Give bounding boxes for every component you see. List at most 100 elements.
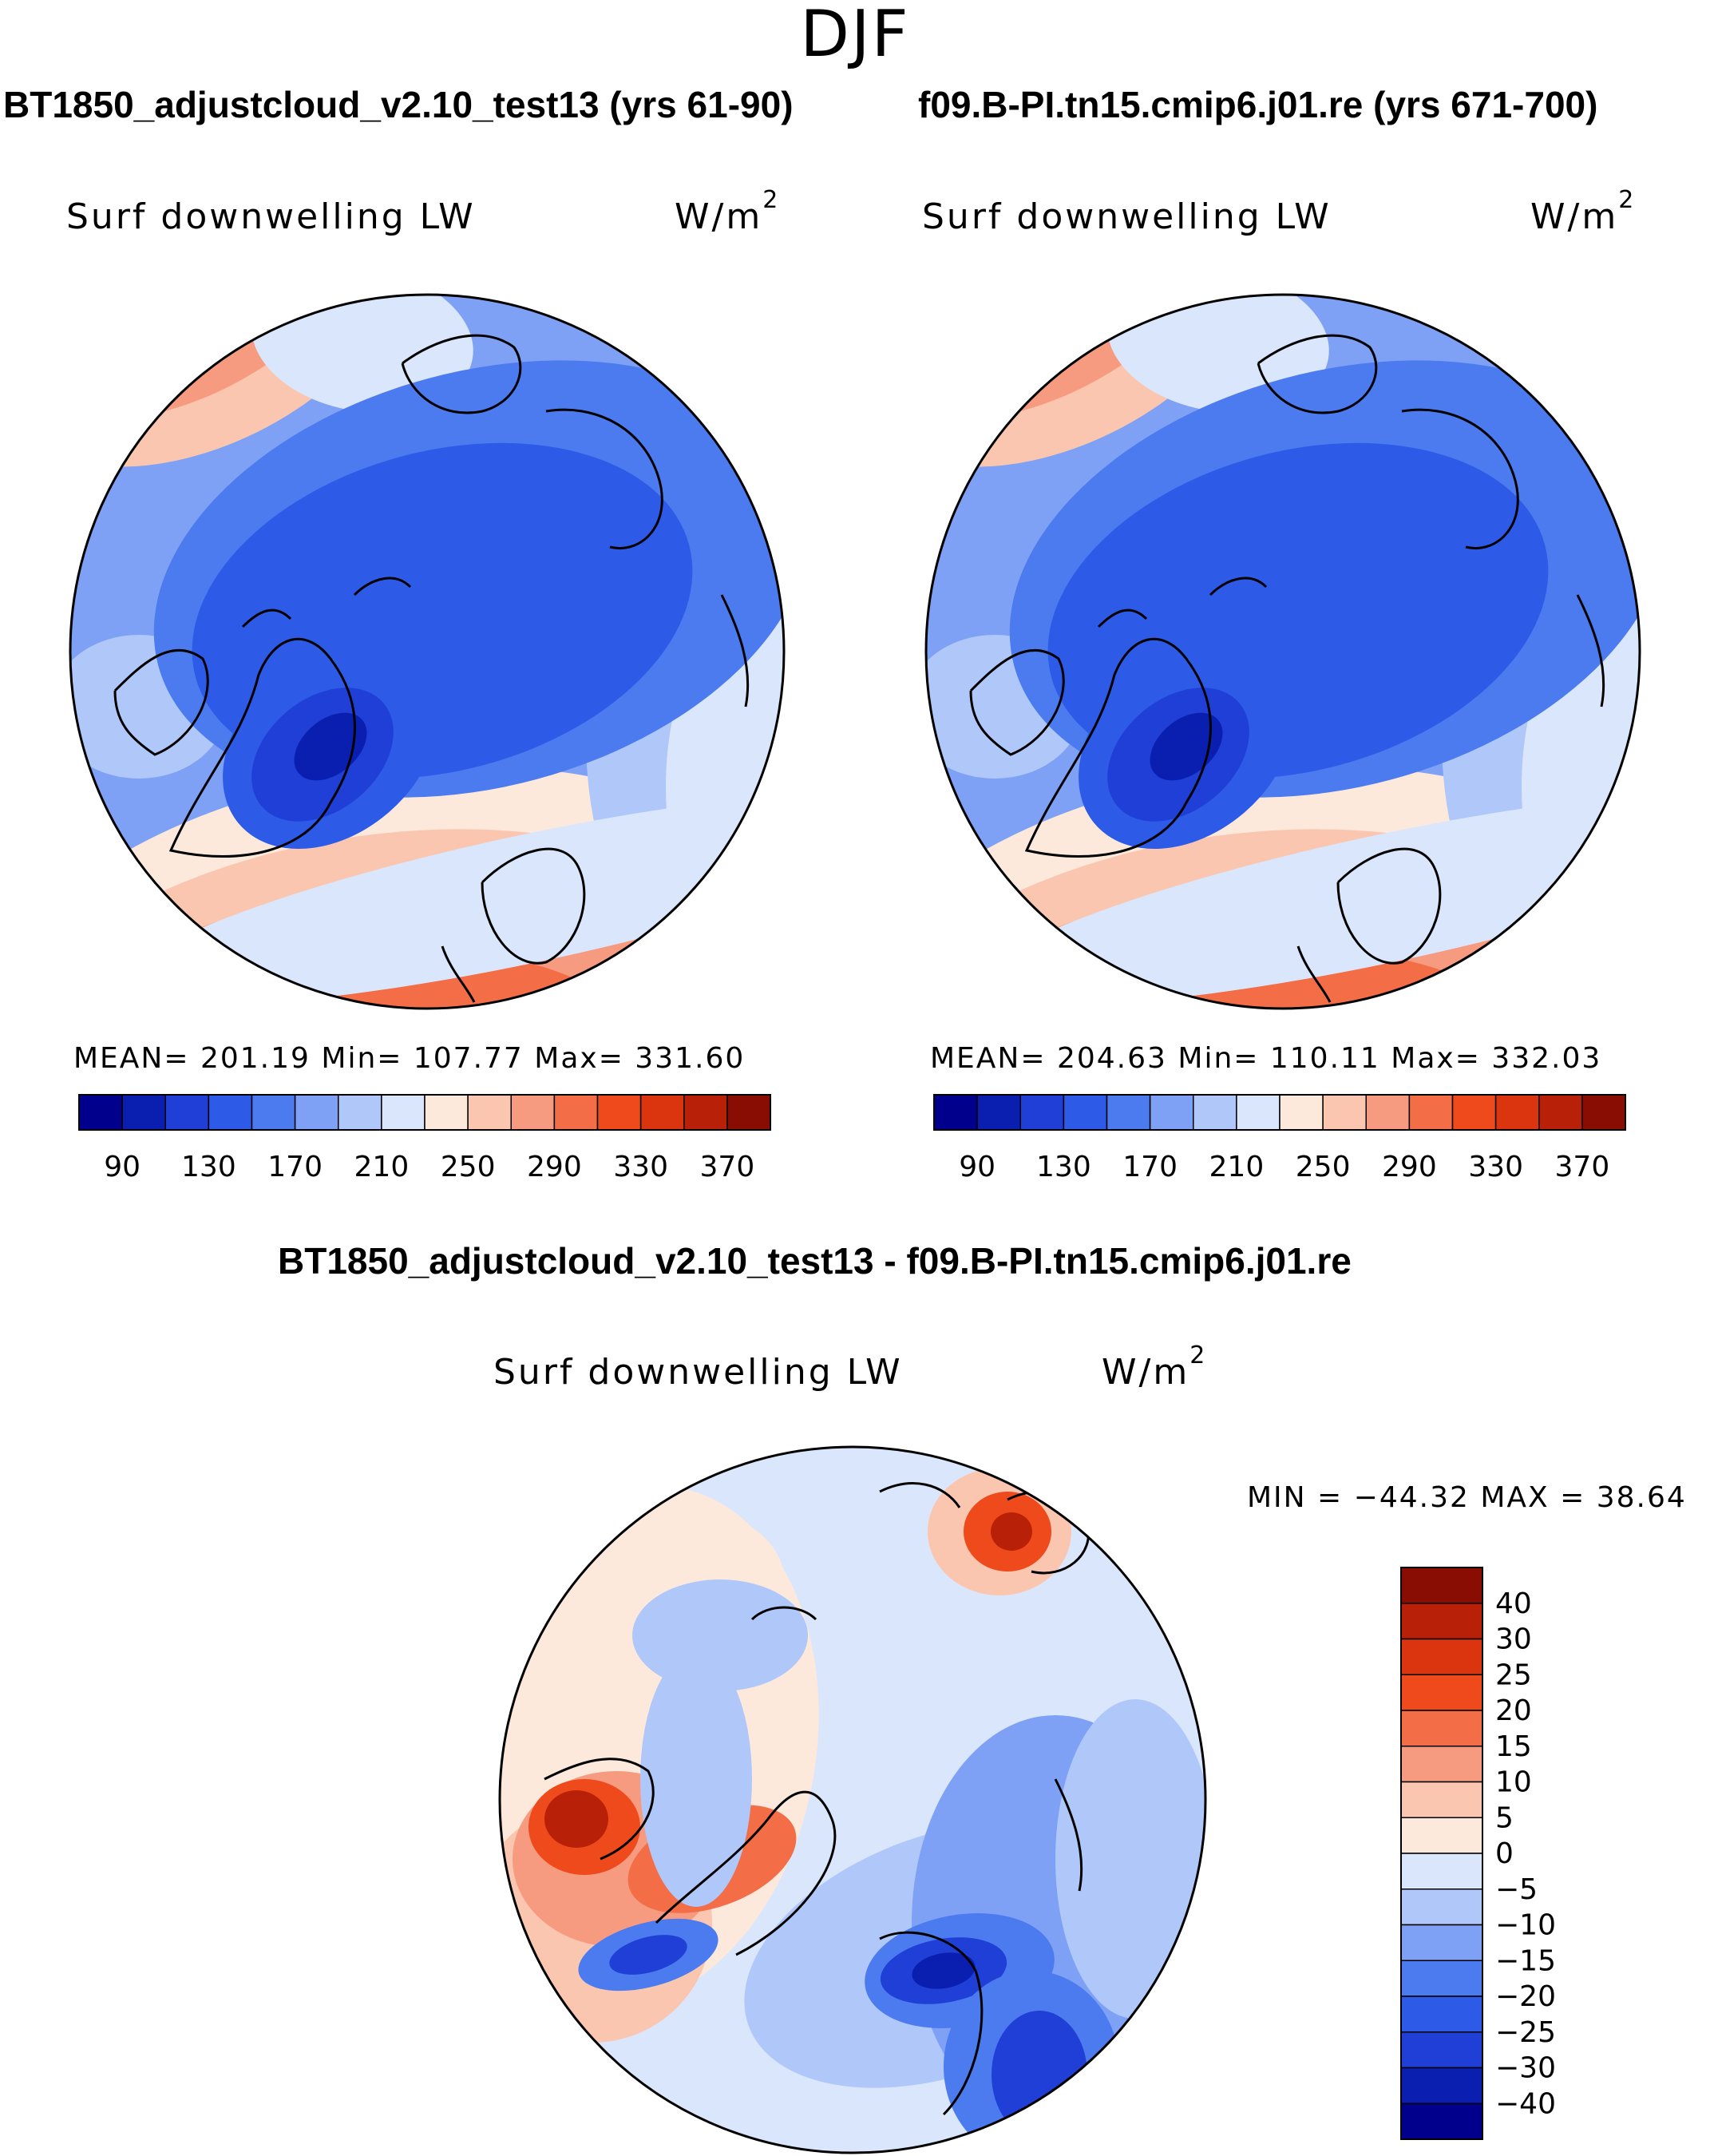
difference-colorbar-box — [1400, 2067, 1483, 2104]
control-colorbar-box — [1365, 1094, 1411, 1131]
difference-colorbar-tick-label: −25 — [1495, 2016, 1556, 2049]
control-colorbar-box — [1322, 1094, 1367, 1131]
test-colorbar-box — [251, 1094, 296, 1131]
test-colorbar-tick-label: 210 — [354, 1151, 410, 1183]
test-colorbar-box — [553, 1094, 599, 1131]
test-coastline — [353, 577, 412, 596]
control-colorbar-box — [933, 1094, 978, 1131]
test-colorbar-tick-label: 130 — [181, 1151, 236, 1183]
test-coastline — [113, 648, 209, 756]
difference-colorbar-box — [1400, 2102, 1483, 2140]
test-colorbar-box — [510, 1094, 556, 1131]
difference-colorbar-frame — [1400, 1567, 1483, 2140]
control-colorbar-box — [1581, 1094, 1626, 1131]
difference-field-region — [544, 1790, 608, 1848]
control-colorbar-box — [1538, 1094, 1583, 1131]
control-polar-map — [924, 293, 1641, 1010]
difference-colorbar-box — [1400, 1710, 1483, 1747]
test-coastline — [241, 608, 292, 628]
difference-colorbar-tick-label: −20 — [1495, 1980, 1556, 2013]
control-colorbar-tick-label: 90 — [959, 1151, 996, 1183]
difference-field-region — [912, 1952, 976, 1989]
difference-colorbar-box — [1400, 1995, 1483, 2033]
control-colorbar-box — [1451, 1094, 1497, 1131]
test-coastline — [168, 637, 356, 858]
test-colorbar-frame — [78, 1094, 771, 1131]
control-colorbar-tick-label: 170 — [1122, 1151, 1178, 1183]
test-colorbar-box — [78, 1094, 123, 1131]
difference-colorbar-tick-label: −5 — [1495, 1873, 1538, 1906]
control-colorbar-tick-label: 210 — [1209, 1151, 1265, 1183]
control-coastline — [1401, 408, 1519, 549]
test-colorbar-tick-label: 290 — [527, 1151, 582, 1183]
difference-colorbar-box — [1400, 1888, 1483, 1926]
test-variable-label: Surf downwelling LW — [66, 196, 476, 237]
difference-coastline — [655, 1790, 837, 1956]
control-colorbar-box — [1019, 1094, 1065, 1131]
test-colorbar-box — [726, 1094, 771, 1131]
difference-colorbar-tick-label: −30 — [1495, 2052, 1556, 2085]
test-colorbar-tick-label: 250 — [441, 1151, 496, 1183]
difference-colorbar-box — [1400, 1960, 1483, 1997]
control-colorbar-box — [1408, 1094, 1454, 1131]
difference-field-region — [632, 1579, 808, 1691]
control-colorbar-box — [1193, 1094, 1237, 1131]
difference-field-region — [1055, 1699, 1205, 2019]
control-coastline — [1097, 608, 1148, 628]
test-case-title: BT1850_adjustcloud_v2.10_test13 (yrs 61-… — [3, 84, 794, 125]
control-colorbar-box — [1106, 1094, 1151, 1131]
difference-colorbar-box — [1400, 1781, 1483, 1818]
control-coastline — [1209, 577, 1268, 596]
difference-colorbar-tick-label: −10 — [1495, 1909, 1556, 1942]
control-coastline — [1257, 334, 1378, 414]
difference-colorbar-tick-label: 10 — [1495, 1766, 1532, 1799]
control-coastline — [969, 648, 1065, 756]
control-colorbar: 90 130 170 210 250 290 330 370 — [933, 1094, 1626, 1183]
control-case-title: f09.B-PI.tn15.cmip6.j01.re (yrs 671-700) — [918, 84, 1598, 125]
test-colorbar-box — [338, 1094, 382, 1131]
control-coastline — [1296, 945, 1332, 1003]
test-colorbar-box — [683, 1094, 728, 1131]
control-colorbar-box — [1149, 1094, 1194, 1131]
control-colorbar-tick-label: 330 — [1468, 1151, 1523, 1183]
control-stats-line: MEAN= 204.63 Min= 110.11 Max= 332.03 — [930, 1042, 1602, 1075]
season-title: DJF — [800, 0, 910, 71]
test-colorbar-box — [381, 1094, 426, 1131]
test-colorbar-tick-label: 370 — [700, 1151, 755, 1183]
test-colorbar-box — [596, 1094, 642, 1131]
difference-variable-label: Surf downwelling LW — [493, 1352, 903, 1393]
test-colorbar-box — [639, 1094, 685, 1131]
test-colorbar-tick-label: 90 — [104, 1151, 141, 1183]
control-colorbar-box — [976, 1094, 1021, 1131]
control-coastline — [1576, 594, 1605, 707]
test-coastline — [720, 594, 750, 707]
difference-colorbar-box — [1400, 1817, 1483, 1854]
difference-colorbar-tick-label: 20 — [1495, 1694, 1532, 1727]
test-colorbar-box — [121, 1094, 166, 1131]
control-variable-label: Surf downwelling LW — [922, 196, 1332, 237]
difference-colorbar-box — [1400, 1638, 1483, 1675]
test-colorbar-box — [424, 1094, 469, 1131]
control-colorbar-box — [1494, 1094, 1540, 1131]
difference-min-max: MIN = −44.32 MAX = 38.64 — [1247, 1481, 1687, 1514]
difference-colorbar-tick-label: −40 — [1495, 2087, 1556, 2120]
difference-colorbar-tick-label: 5 — [1495, 1801, 1514, 1834]
control-map-border — [924, 293, 1641, 1010]
difference-field-region — [991, 1512, 1032, 1551]
test-stats-line: MEAN= 201.19 Min= 107.77 Max= 331.60 — [73, 1042, 746, 1075]
test-coastline — [545, 408, 663, 549]
difference-colorbar-tick-label: 40 — [1495, 1587, 1532, 1620]
control-colorbar-box — [1236, 1094, 1281, 1131]
difference-polar-map — [498, 1445, 1207, 2154]
difference-colorbar-box — [1400, 1853, 1483, 1890]
test-colorbar-box — [208, 1094, 253, 1131]
control-units-label: W/m2 — [1530, 186, 1637, 238]
control-colorbar-tick-label: 250 — [1296, 1151, 1351, 1183]
difference-field-region — [609, 1935, 687, 1975]
control-colorbar-frame — [933, 1094, 1626, 1131]
test-coastline — [481, 847, 586, 965]
difference-coastline — [750, 1606, 817, 1621]
difference-coastline — [879, 1482, 961, 1508]
difference-colorbar-box — [1400, 1567, 1483, 1604]
